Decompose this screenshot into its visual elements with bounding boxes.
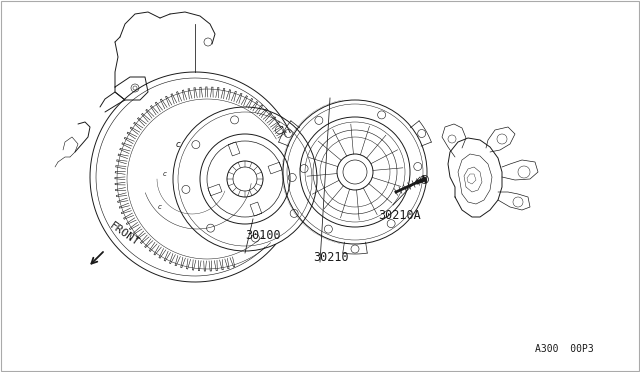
Text: 30210A: 30210A [378,209,420,222]
Text: 30210: 30210 [313,251,349,264]
Text: c: c [158,204,162,210]
Text: FRONT: FRONT [108,221,141,248]
Text: 30100: 30100 [245,229,280,242]
Text: A300  00P3: A300 00P3 [535,344,594,354]
Text: c: c [163,171,167,177]
Text: c: c [176,140,180,148]
